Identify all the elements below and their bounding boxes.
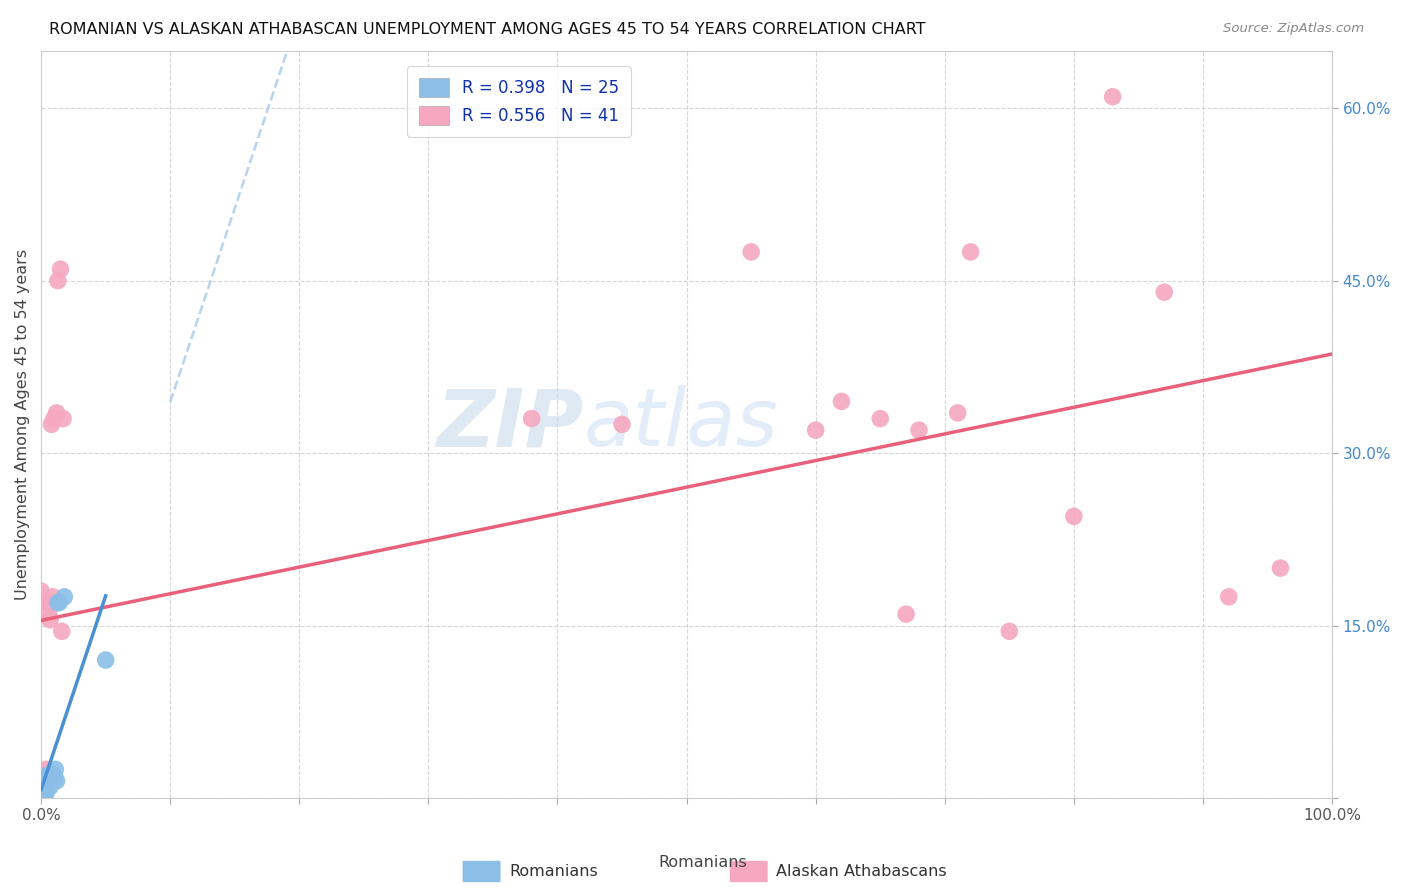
Point	[740, 244, 762, 259]
Point	[869, 411, 891, 425]
Point	[1270, 561, 1292, 575]
Text: atlas: atlas	[583, 385, 778, 463]
Point	[35, 777, 58, 791]
Text: Romanians: Romanians	[658, 855, 748, 870]
Point	[35, 768, 58, 782]
Point	[42, 768, 65, 782]
Point	[45, 773, 67, 788]
Point	[32, 785, 55, 799]
Point	[42, 590, 65, 604]
Point	[42, 768, 65, 782]
Point	[42, 596, 65, 610]
Point	[34, 780, 56, 794]
Point	[39, 768, 62, 782]
Text: ZIP: ZIP	[436, 385, 583, 463]
Point	[32, 785, 55, 799]
Point	[49, 262, 72, 277]
Point	[41, 772, 63, 787]
Point	[959, 244, 981, 259]
Point	[42, 411, 65, 425]
Point	[39, 768, 62, 782]
Point	[908, 423, 931, 437]
Point	[45, 406, 67, 420]
Point	[30, 780, 52, 794]
Text: Romanians: Romanians	[509, 864, 598, 879]
Point	[1153, 285, 1175, 300]
Point	[44, 762, 66, 776]
Point	[37, 596, 59, 610]
Point	[894, 607, 917, 621]
Point	[35, 785, 58, 799]
Point	[1063, 509, 1085, 524]
Point	[41, 768, 63, 782]
Point	[37, 768, 59, 782]
Point	[946, 406, 969, 420]
Point	[46, 274, 69, 288]
Point	[46, 596, 69, 610]
Point	[51, 624, 73, 639]
Point	[48, 596, 70, 610]
Legend: R = 0.398   N = 25, R = 0.556   N = 41: R = 0.398 N = 25, R = 0.556 N = 41	[406, 67, 631, 136]
Point	[38, 773, 60, 788]
Point	[52, 411, 75, 425]
Point	[41, 773, 63, 788]
Point	[1101, 89, 1123, 103]
Point	[34, 780, 56, 794]
Point	[998, 624, 1021, 639]
Point	[42, 772, 65, 786]
Point	[30, 768, 52, 782]
Point	[38, 607, 60, 621]
Point	[520, 411, 543, 425]
Text: Source: ZipAtlas.com: Source: ZipAtlas.com	[1223, 22, 1364, 36]
Point	[34, 768, 56, 782]
Point	[30, 773, 52, 788]
Point	[30, 785, 52, 799]
Point	[94, 653, 117, 667]
Point	[39, 613, 62, 627]
Point	[37, 768, 59, 782]
Y-axis label: Unemployment Among Ages 45 to 54 years: Unemployment Among Ages 45 to 54 years	[15, 249, 30, 600]
Point	[804, 423, 827, 437]
Point	[1218, 590, 1240, 604]
Point	[41, 417, 63, 432]
Point	[610, 417, 633, 432]
Text: Alaskan Athabascans: Alaskan Athabascans	[776, 864, 946, 879]
Point	[39, 780, 62, 794]
Point	[30, 785, 52, 799]
Point	[37, 773, 59, 788]
Point	[32, 596, 55, 610]
Point	[35, 762, 58, 776]
Point	[53, 590, 76, 604]
Point	[30, 584, 52, 599]
Point	[34, 791, 56, 805]
Text: ROMANIAN VS ALASKAN ATHABASCAN UNEMPLOYMENT AMONG AGES 45 TO 54 YEARS CORRELATIO: ROMANIAN VS ALASKAN ATHABASCAN UNEMPLOYM…	[49, 22, 925, 37]
Point	[30, 780, 52, 794]
Point	[831, 394, 853, 409]
Point	[42, 775, 65, 789]
